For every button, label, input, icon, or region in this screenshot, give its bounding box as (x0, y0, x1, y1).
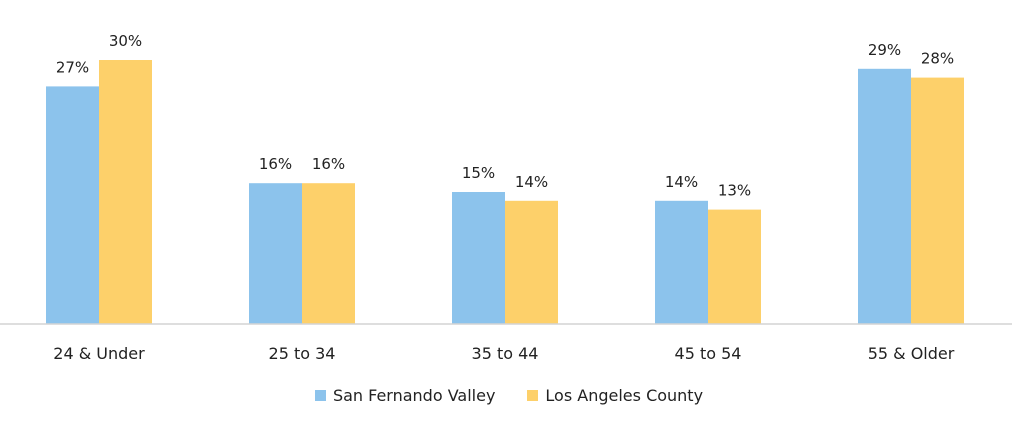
value-label-los-angeles-county-55-and-older: 28% (921, 50, 954, 68)
bar-san-fernando-valley-25-to-34 (249, 183, 302, 324)
bar-los-angeles-county-24-and-under (99, 60, 152, 324)
bar-los-angeles-county-25-to-34 (302, 183, 355, 324)
bar-san-fernando-valley-45-to-54 (655, 200, 708, 324)
bars-group (46, 60, 964, 325)
value-labels-group: 27% 30% 16% 16% 15% 14% 14% 13% 29% 28% (56, 32, 954, 200)
value-label-san-fernando-valley-45-to-54: 14% (665, 173, 698, 191)
value-label-los-angeles-county-35-to-44: 14% (515, 173, 548, 191)
legend-swatch-los-angeles-county (527, 390, 539, 401)
bar-san-fernando-valley-55-and-older (858, 68, 911, 324)
category-label-55-and-older: 55 & Older (868, 344, 955, 363)
bar-san-fernando-valley-35-to-44 (452, 192, 505, 324)
value-label-san-fernando-valley-24-and-under: 27% (56, 58, 89, 76)
value-label-los-angeles-county-25-to-34: 16% (312, 155, 345, 173)
category-label-35-to-44: 35 to 44 (472, 344, 539, 363)
value-label-los-angeles-county-24-and-under: 30% (109, 32, 142, 50)
category-labels-group: 24 & Under 25 to 34 35 to 44 45 to 54 55 & O… (53, 344, 954, 363)
category-label-45-to-54: 45 to 54 (675, 344, 742, 363)
bar-los-angeles-county-35-to-44 (505, 200, 558, 324)
legend-label-los-angeles-county: Los Angeles County (545, 386, 704, 405)
value-label-san-fernando-valley-35-to-44: 15% (462, 164, 495, 182)
bar-los-angeles-county-45-to-54 (708, 209, 761, 324)
legend: San Fernando Valley Los Angeles County (0, 386, 1018, 405)
legend-item-los-angeles-county: Los Angeles County (527, 386, 703, 405)
bar-los-angeles-county-55-and-older (911, 77, 964, 324)
value-label-san-fernando-valley-55-and-older: 29% (868, 41, 901, 59)
value-label-san-fernando-valley-25-to-34: 16% (259, 155, 292, 173)
legend-item-san-fernando-valley: San Fernando Valley (314, 386, 496, 405)
category-label-25-to-34: 25 to 34 (269, 344, 336, 363)
category-label-24-and-under: 24 & Under (53, 344, 145, 363)
bar-san-fernando-valley-24-and-under (46, 86, 99, 325)
legend-label-san-fernando-valley: San Fernando Valley (332, 386, 496, 405)
legend-swatch-san-fernando-valley (314, 390, 326, 401)
value-label-los-angeles-county-45-to-54: 13% (718, 182, 751, 200)
